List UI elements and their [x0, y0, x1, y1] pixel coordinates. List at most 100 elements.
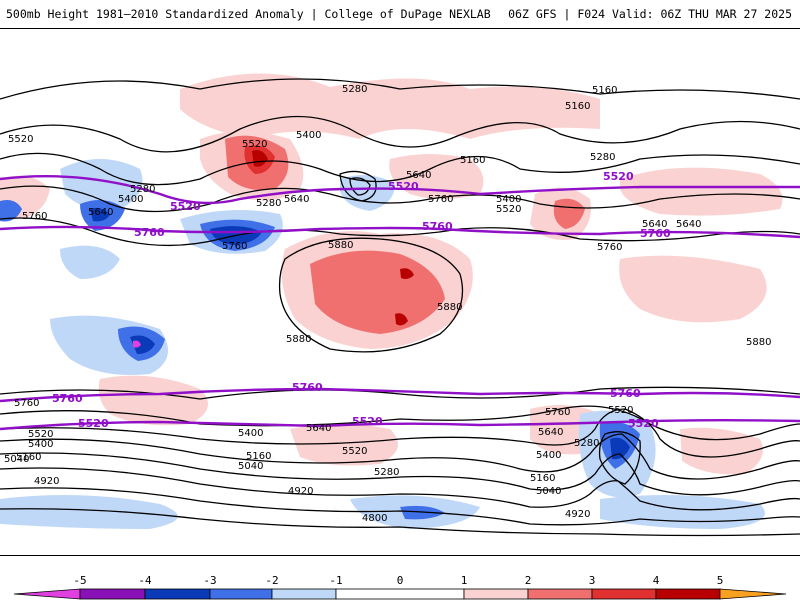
contour-label: 5160	[530, 473, 555, 484]
contour-label: 4920	[288, 486, 313, 497]
colorbar-segment	[527, 588, 593, 600]
colorbar-segment	[144, 588, 211, 600]
anomaly-region	[133, 340, 141, 348]
contour-label: 5760	[428, 194, 453, 205]
reference-contours	[0, 174, 800, 431]
contour-5520-north	[0, 174, 800, 205]
colorbar-segment	[79, 588, 146, 600]
contour-label-purple: 5760	[640, 227, 671, 240]
colorbar-strip	[13, 588, 787, 600]
contour-label-purple: 5520	[170, 200, 201, 213]
contour-label: 5520	[28, 429, 53, 440]
contour-label: 5280	[342, 84, 367, 95]
contour-label: 5040	[4, 454, 29, 465]
colorbar-tick-label: 0	[396, 574, 404, 587]
contour-label: 5760	[222, 241, 247, 252]
colorbar-tick-label: -4	[138, 574, 152, 587]
contour-label: 5520	[8, 134, 33, 145]
anomaly-region	[180, 73, 600, 139]
contour-line	[0, 408, 800, 458]
colorbar-tick-label: -1	[329, 574, 343, 587]
contour-label: 5160	[16, 452, 41, 463]
contour-line	[0, 433, 800, 480]
contour-label: 5640	[676, 219, 701, 230]
colorbar-tick-label: -2	[265, 574, 279, 587]
colorbar-segment	[591, 588, 657, 600]
height-contours	[0, 78, 800, 537]
contour-label: 5280	[374, 467, 399, 478]
contour-label: 5880	[746, 337, 771, 348]
colorbar-segment	[271, 588, 337, 600]
anomaly-region	[600, 495, 765, 529]
anomaly-region	[98, 375, 208, 426]
contour-line	[0, 78, 800, 100]
contour-label: 5400	[238, 428, 263, 439]
anomaly-region	[60, 159, 143, 210]
contour-label-purple: 5520	[352, 415, 383, 428]
colorbar-segment	[209, 588, 273, 600]
contour-line	[598, 431, 641, 485]
contour-label-purple: 5520	[603, 170, 634, 183]
contour-label: 4920	[34, 476, 59, 487]
anomaly-region	[610, 437, 630, 460]
contour-label-purple: 5520	[388, 180, 419, 193]
contour-line	[0, 217, 800, 247]
contour-label-purple: 5760	[52, 392, 83, 405]
contour-label: 5640	[642, 219, 667, 230]
contour-line	[278, 237, 464, 353]
contour-label: 5040	[536, 486, 561, 497]
contour-label: 5640	[406, 170, 431, 181]
contour-label: 4800	[362, 513, 387, 524]
contour-label: 5520	[496, 204, 521, 215]
contour-line	[0, 152, 800, 186]
map-panel: 5280 5160 5160 5520 5400 5520 5280 5400 …	[0, 28, 800, 556]
contour-label: 5520	[342, 446, 367, 457]
colorbar-tick-label: 2	[524, 574, 532, 587]
contour-line	[0, 467, 800, 511]
contour-label: 5640	[88, 207, 113, 218]
model-valid-time: 06Z GFS | F024 Valid: 06Z THU MAR 27 202…	[508, 7, 792, 21]
anomaly-region	[290, 424, 398, 466]
contour-label: 5040	[238, 461, 263, 472]
anomaly-region	[0, 200, 22, 222]
contour-label-purple: 5760	[422, 220, 453, 233]
colorbar-tick-label: 4	[652, 574, 660, 587]
colorbar-tick-label: 1	[460, 574, 468, 587]
colorbar-segment	[335, 588, 465, 600]
anomaly-shading	[0, 73, 783, 529]
contour-label: 5280	[590, 152, 615, 163]
contour-line	[0, 185, 800, 213]
contour-label: 5400	[496, 194, 521, 205]
contour-5760-north	[0, 225, 800, 239]
contour-label: 5640	[306, 423, 331, 434]
colorbar-segment	[719, 588, 787, 600]
contour-line	[0, 452, 800, 496]
contour-label-purple: 5520	[78, 417, 109, 430]
contour-label: 5160	[592, 85, 617, 96]
anomaly-region	[340, 175, 395, 211]
contour-label: 5880	[437, 302, 462, 313]
contour-label: 5160	[565, 101, 590, 112]
contour-line	[0, 115, 800, 153]
anomaly-region	[0, 495, 178, 529]
contour-label-purple: 5760	[610, 387, 641, 400]
contour-label: 5400	[536, 450, 561, 461]
contour-label-purple: 5760	[134, 226, 165, 239]
contour-label: 5280	[256, 198, 281, 209]
colorbar-segment	[13, 588, 81, 600]
contour-label: 4920	[565, 509, 590, 520]
anomaly-region	[400, 268, 414, 279]
colorbar-segment	[655, 588, 721, 600]
colorbar-tick-label: 3	[588, 574, 596, 587]
map-title: 500mb Height 1981–2010 Standardized Anom…	[6, 7, 491, 21]
colorbar-segment	[463, 588, 529, 600]
header: 500mb Height 1981–2010 Standardized Anom…	[0, 0, 800, 28]
reference-contour-labels: 5520 5520 5520 5760 5760 5760 5760 5760 …	[52, 170, 671, 430]
contour-label: 5160	[246, 451, 271, 462]
contour-label: 5160	[460, 155, 485, 166]
contour-label: 5280	[574, 438, 599, 449]
anomaly-region	[620, 167, 783, 216]
anomaly-colorbar: -5 -4 -3 -2 -1 0 1 2 3 4 5	[0, 570, 800, 600]
contour-label: 5760	[14, 398, 39, 409]
contour-label: 5760	[545, 407, 570, 418]
